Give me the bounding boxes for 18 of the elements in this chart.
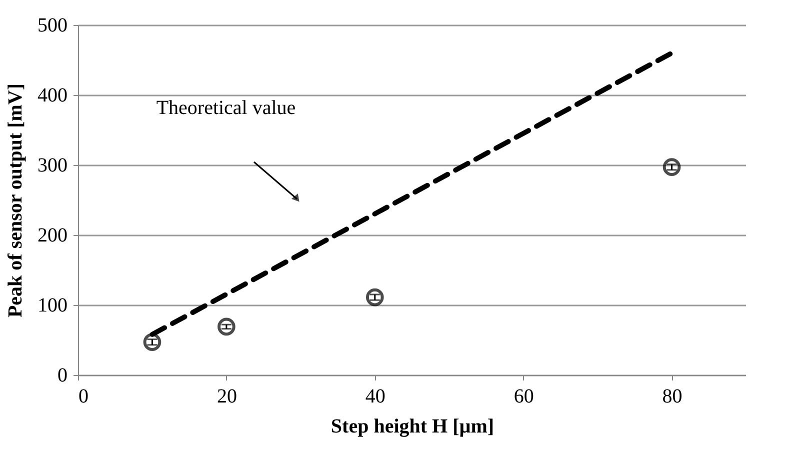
x-tick-label: 20 (216, 386, 237, 408)
x-axis-title: Step height H [µm] (330, 416, 494, 438)
point (218, 318, 236, 336)
y-tick-label: 500 (38, 14, 68, 36)
point (662, 158, 681, 176)
y-tick-label: 400 (38, 84, 68, 106)
y-tick-label: 200 (38, 224, 68, 246)
x-tick-label: 0 (78, 386, 88, 408)
y-tick-label: 0 (58, 364, 68, 386)
y-tick-label: 100 (38, 294, 68, 316)
point (366, 288, 384, 306)
annotation: Theoretical value (156, 97, 296, 119)
y-axis-title: Peak of sensor output [mV] (4, 83, 26, 318)
y-tick-label: 300 (38, 154, 68, 176)
x-tick-label: 80 (662, 386, 682, 408)
point (143, 333, 162, 351)
x-tick-label: 40 (365, 386, 386, 408)
x-tick-label: 60 (514, 386, 534, 408)
